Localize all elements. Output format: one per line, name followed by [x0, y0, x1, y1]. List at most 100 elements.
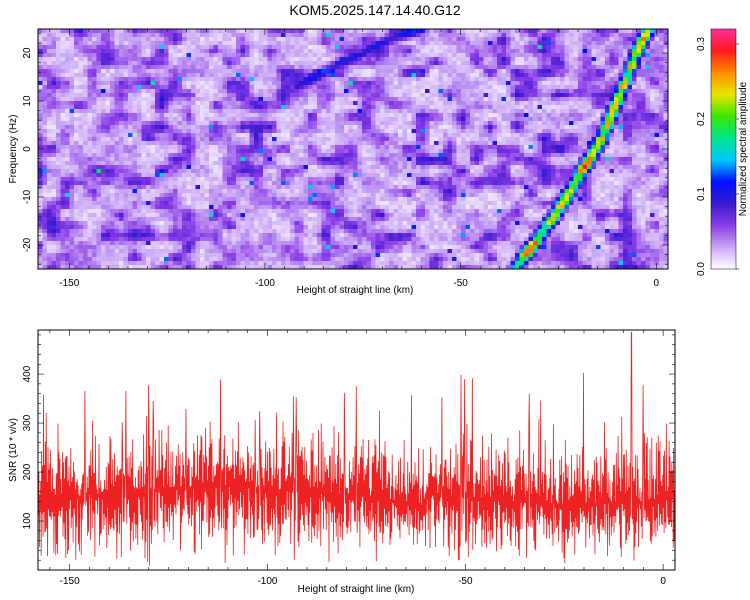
- spectrogram-cell: [546, 121, 552, 126]
- spectrogram-cell: [299, 101, 305, 106]
- spectrogram-cell: [272, 133, 278, 138]
- spectrogram-cell: [618, 125, 624, 130]
- spectrogram-cell: [78, 149, 84, 154]
- spectrogram-cell: [384, 133, 390, 138]
- spectrogram-cell: [173, 149, 179, 154]
- spectrogram-cell: [240, 73, 246, 78]
- spectrogram-cell: [267, 65, 273, 70]
- spectrogram-cell: [290, 169, 296, 174]
- spectrogram-cell: [204, 81, 210, 86]
- spectrogram-cell: [308, 77, 314, 82]
- spectrogram-cell: [623, 125, 629, 130]
- spectrogram-cell: [492, 101, 498, 106]
- spectrogram-cell: [605, 33, 611, 38]
- spectrogram-cell: [335, 101, 341, 106]
- spectrogram-cell: [596, 53, 602, 58]
- spectrogram-cell: [510, 53, 516, 58]
- spectrogram-cell: [195, 145, 201, 150]
- spectrogram-cell: [587, 101, 593, 106]
- spectrogram-cell: [195, 121, 201, 126]
- spectrogram-cell: [60, 137, 66, 142]
- spectrogram-cell: [416, 49, 422, 54]
- spectrogram-cell: [582, 37, 588, 42]
- spectrogram-cell: [380, 57, 386, 62]
- spectrogram-cell: [155, 41, 161, 46]
- spectrogram-cell: [254, 133, 260, 138]
- spectrogram-cell: [641, 69, 647, 74]
- spectrogram-cell: [497, 141, 503, 146]
- spectrogram-cell: [366, 121, 372, 126]
- spectrogram-cell: [645, 113, 651, 118]
- spectrogram-cell: [524, 41, 530, 46]
- spectrogram-cell: [537, 133, 543, 138]
- spectrogram-cell: [92, 77, 98, 82]
- spectrogram-cell: [461, 145, 467, 150]
- spectrogram-cell: [294, 169, 300, 174]
- spectrogram-cell: [69, 109, 75, 114]
- spectrogram-cell: [227, 49, 233, 54]
- spectrogram-cell: [645, 133, 651, 138]
- spectrogram-cell: [407, 101, 413, 106]
- spectrogram-cell: [294, 141, 300, 146]
- spectrogram-cell: [357, 93, 363, 98]
- spectrogram-cell: [119, 69, 125, 74]
- spectrogram-cell: [204, 41, 210, 46]
- spectrogram-cell: [105, 145, 111, 150]
- spectrogram-cell: [353, 29, 359, 34]
- spectrogram-cell: [83, 121, 89, 126]
- spectrogram-cell: [627, 161, 633, 166]
- spectrogram-cell: [470, 149, 476, 154]
- spectrogram-cell: [114, 125, 120, 130]
- spectrogram-cell: [213, 125, 219, 130]
- spectrogram-cell: [177, 157, 183, 162]
- spectrogram-cell: [123, 53, 129, 58]
- spectrogram-cell: [110, 133, 116, 138]
- spectrogram-cell: [542, 33, 548, 38]
- spectrogram-cell: [335, 89, 341, 94]
- spectrogram-cell: [330, 29, 336, 34]
- spectrogram-cell: [222, 125, 228, 130]
- spectrogram-cell: [38, 105, 44, 110]
- spectrogram-cell: [483, 101, 489, 106]
- spectrogram-cell: [393, 41, 399, 46]
- spectrogram-cell: [56, 113, 62, 118]
- spectrogram-cell: [627, 69, 633, 74]
- spectrogram-cell: [537, 113, 543, 118]
- spectrogram-cell: [533, 33, 539, 38]
- spectrogram-cell: [200, 121, 206, 126]
- spectrogram-cell: [515, 145, 521, 150]
- spectrogram-cell: [587, 141, 593, 146]
- spectrogram-cell: [465, 53, 471, 58]
- spectrogram-cell: [591, 137, 597, 142]
- spectrogram-cell: [461, 113, 467, 118]
- spectrogram-cell: [191, 145, 197, 150]
- spectrogram-cell: [654, 69, 660, 74]
- spectrogram-cell: [438, 149, 444, 154]
- spectrogram-cell: [375, 97, 381, 102]
- spectrogram-cell: [605, 45, 611, 50]
- spectrogram-cell: [132, 69, 138, 74]
- spectrogram-cell: [159, 81, 165, 86]
- spectrogram-cell: [659, 53, 665, 58]
- spectrogram-cell: [231, 45, 237, 50]
- spectrogram-cell: [578, 37, 584, 42]
- spectrogram-cell: [465, 33, 471, 38]
- spectrogram-cell: [411, 101, 417, 106]
- spectrogram-cell: [141, 45, 147, 50]
- spectrogram-cell: [605, 57, 611, 62]
- spectrogram-cell: [330, 69, 336, 74]
- spectrogram-cell: [488, 149, 494, 154]
- spectrogram-cell: [285, 169, 291, 174]
- spectrogram-cell: [659, 33, 665, 38]
- spectrogram-cell: [38, 65, 44, 70]
- spectrogram-cell: [353, 89, 359, 94]
- spectrogram-cell: [605, 53, 611, 58]
- spectrogram-cell: [321, 161, 327, 166]
- spectrogram-cell: [231, 93, 237, 98]
- spectrogram-cell: [285, 153, 291, 158]
- spectrogram-cell: [101, 41, 107, 46]
- spectrogram-cell: [195, 81, 201, 86]
- spectrogram-cell: [51, 153, 57, 158]
- spectrogram-cell: [281, 121, 287, 126]
- spectrogram-cell: [447, 129, 453, 134]
